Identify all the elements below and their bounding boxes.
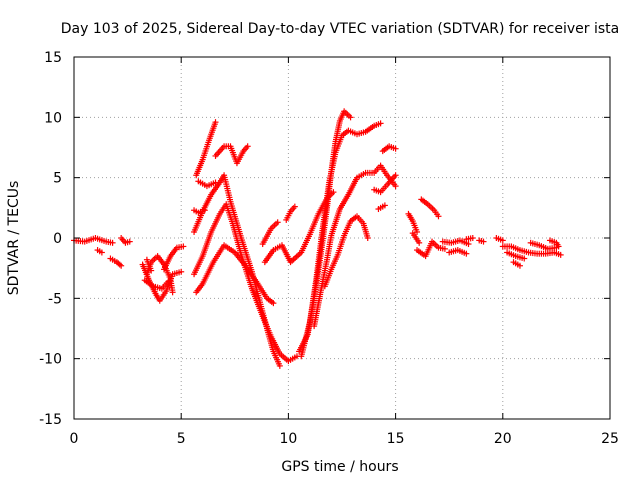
y-tick-label: 5 [53,171,62,187]
y-tick-label: -5 [48,291,62,307]
data-point [377,120,384,127]
series-track-32 [409,230,423,246]
data-point [109,239,116,246]
data-point [98,249,105,256]
x-axis-label: GPS time / hours [281,459,398,475]
series-track-22 [311,162,399,330]
x-tick-label: 20 [494,431,512,447]
series-track-40 [546,237,562,250]
data-point [516,262,523,269]
series-track-29 [414,238,448,260]
data-point [274,219,281,226]
data-point [414,228,421,235]
data-point [270,300,277,307]
data-point [244,143,251,150]
series-track-34 [476,237,487,245]
y-tick-label: 15 [44,50,62,66]
series-track-19 [283,203,298,223]
data-point [148,267,155,274]
series-track-7 [161,243,187,273]
series-track-35 [493,235,506,244]
data-point [392,145,399,152]
data-point [126,238,133,245]
axis-tick-labels: 0 5 10 15 20 25 -15 -10 -5 0 5 10 15 [39,50,619,447]
data-point [463,250,470,257]
y-tick-label: -15 [39,412,62,428]
series-track-25 [379,143,399,155]
data-point [441,245,448,252]
series-track-3 [107,255,125,269]
series-track-15 [195,178,219,190]
data-point [165,278,172,285]
series-track-28 [418,196,442,220]
series-track-21 [298,120,384,360]
data-point [469,235,476,241]
data-point [465,241,472,248]
x-tick-label: 5 [177,431,186,447]
series-track-38 [527,239,560,252]
y-tick-label: -10 [39,352,62,368]
series-track-27 [405,210,421,235]
series-track-10 [193,242,277,307]
y-axis-label: SDTVAR / TECUs [6,181,22,296]
data-point [276,362,283,369]
data-point [435,213,442,220]
series-track-39 [510,259,523,269]
x-tick-label: 10 [279,431,297,447]
series-track-2 [94,247,105,256]
series-track-9 [143,256,155,274]
data-point [291,203,298,210]
series-track-36 [499,243,564,258]
series-track-26 [375,202,388,213]
axis-ticks [73,56,611,420]
data-point [212,119,219,126]
data-point [347,114,354,121]
data-point [521,255,528,262]
data-point [381,202,388,209]
series-track-31 [446,247,470,257]
data-point [480,238,487,245]
series-track-24 [371,172,399,196]
data-point [416,239,423,246]
series-track-37 [504,249,528,262]
series-track-33 [463,235,476,243]
series-track-14 [212,143,251,167]
data-point [169,289,176,296]
data-point [392,172,399,179]
data-point [212,179,219,186]
x-tick-label: 15 [387,431,405,447]
series-track-30 [439,237,472,248]
y-tick-label: 10 [44,110,62,126]
x-tick-label: 25 [601,431,619,447]
x-tick-label: 0 [70,431,79,447]
series-track-17 [259,219,281,248]
series-track-11 [191,201,300,365]
data-point [180,243,187,250]
series-track-4 [118,235,133,246]
data-point [499,237,506,244]
series-track-16 [191,207,208,216]
data-point [118,262,125,269]
data-point [555,243,562,250]
data-point [557,251,564,258]
series-track-8 [141,277,172,292]
y-tick-label: 0 [53,231,62,247]
series-track-18 [261,189,337,266]
series-track-12 [191,172,283,369]
series-track-23 [321,213,371,290]
data-points [71,108,564,369]
data-point [364,235,371,241]
data-point [201,207,208,214]
chart-title: Day 103 of 2025, Sidereal Day-to-day VTE… [61,21,619,37]
data-point [178,268,185,275]
series-track-1 [71,235,116,246]
series-track-13 [193,119,219,179]
data-point [330,189,337,196]
data-point [392,183,399,190]
